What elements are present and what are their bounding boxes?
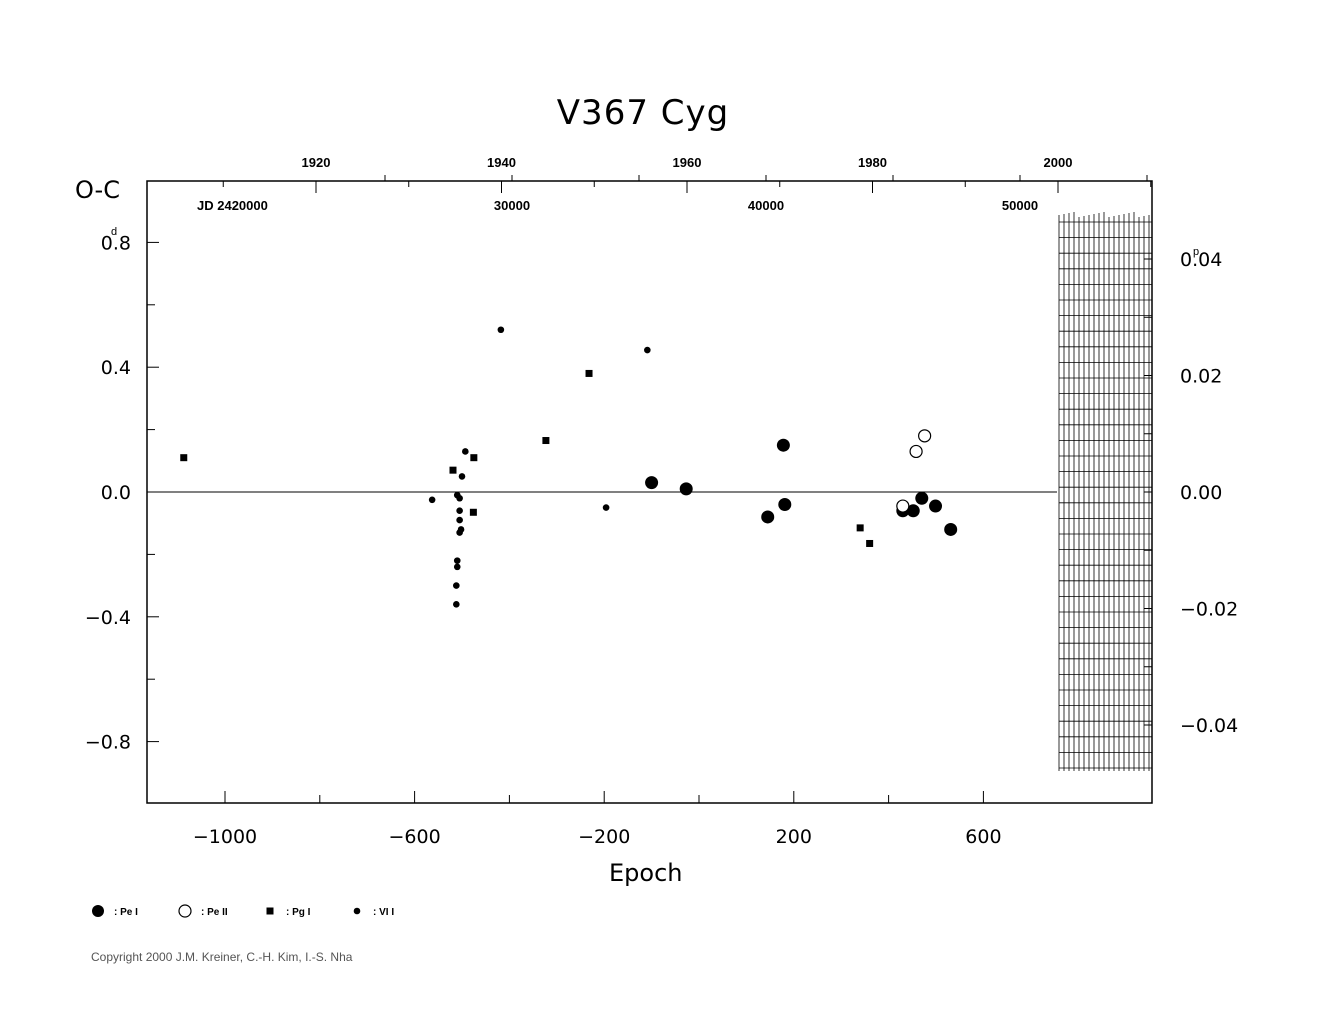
data-point bbox=[856, 524, 864, 532]
legend-label: : Pg I bbox=[286, 907, 311, 918]
legend-marker bbox=[353, 907, 361, 915]
data-point bbox=[462, 448, 469, 455]
x-tick-label: 600 bbox=[965, 826, 1001, 848]
x-tick-label: −1000 bbox=[193, 826, 257, 848]
y-tick-label-left: 0.0 bbox=[101, 482, 131, 504]
y-axis-label: O-C bbox=[75, 176, 120, 204]
data-point bbox=[929, 499, 943, 513]
data-point bbox=[918, 429, 932, 443]
year-tick-label: 1940 bbox=[487, 155, 516, 170]
data-point bbox=[470, 454, 478, 462]
left-unit-label: d bbox=[111, 226, 117, 238]
y-tick-label-left: 0.4 bbox=[101, 357, 131, 379]
data-point bbox=[453, 557, 461, 564]
data-point bbox=[456, 507, 463, 515]
data-point bbox=[645, 476, 659, 490]
data-point bbox=[453, 582, 460, 589]
jd-tick-label: 50000 bbox=[1002, 198, 1038, 213]
data-point bbox=[909, 444, 923, 459]
copyright-text: Copyright 2000 J.M. Kreiner, C.-H. Kim, … bbox=[91, 950, 353, 964]
y-tick-label-right: −0.02 bbox=[1180, 599, 1238, 621]
data-point bbox=[453, 601, 460, 608]
jd-tick-label: 30000 bbox=[494, 198, 530, 213]
year-tick-label: 1920 bbox=[302, 155, 331, 170]
data-point bbox=[456, 516, 463, 524]
y-tick-label-left: −0.4 bbox=[85, 607, 131, 629]
x-tick-label: −600 bbox=[389, 826, 441, 848]
y-tick-label-left: 0.8 bbox=[101, 232, 131, 254]
data-point bbox=[542, 437, 550, 445]
y-tick-label-left: −0.8 bbox=[85, 732, 131, 754]
legend-label: : Pe II bbox=[201, 907, 228, 918]
axis-ticks bbox=[147, 175, 1152, 803]
data-point bbox=[585, 369, 593, 377]
year-tick-label: 1960 bbox=[673, 155, 702, 170]
data-point bbox=[180, 454, 188, 462]
y-tick-label-right: 0.00 bbox=[1180, 482, 1222, 504]
data-point bbox=[778, 497, 792, 511]
hatched-region bbox=[1058, 212, 1152, 771]
x-tick-label: −200 bbox=[578, 826, 630, 848]
data-point bbox=[449, 466, 457, 474]
data-point bbox=[469, 508, 477, 516]
axis-tick-labels: −1000 −600 −200 200 600 0.8 0.4 0.0 −0.4 −0.8 0.04… bbox=[85, 155, 1238, 848]
y-tick-label-right: −0.04 bbox=[1180, 715, 1238, 737]
data-point bbox=[776, 438, 790, 452]
x-axis-label: Epoch bbox=[609, 859, 683, 887]
data-points bbox=[180, 326, 958, 608]
data-point bbox=[457, 526, 465, 533]
data-point bbox=[866, 539, 874, 547]
data-point bbox=[896, 499, 910, 513]
data-point bbox=[458, 473, 466, 480]
legend-marker bbox=[92, 905, 104, 917]
legend: : Pe I : Pe II : Pg I : VI I bbox=[92, 904, 394, 918]
data-point bbox=[602, 504, 610, 511]
y-tick-label-right: 0.04 bbox=[1180, 249, 1222, 271]
legend-label: : Pe I bbox=[114, 907, 138, 918]
legend-marker bbox=[178, 904, 192, 918]
year-tick-label: 2000 bbox=[1044, 155, 1073, 170]
data-point bbox=[906, 504, 920, 518]
jd-tick-label: 40000 bbox=[748, 198, 784, 213]
legend-label: : VI I bbox=[373, 907, 394, 918]
data-point bbox=[944, 522, 958, 536]
x-tick-label: 200 bbox=[776, 826, 812, 848]
chart-title: V367 Cyg bbox=[557, 93, 729, 133]
right-unit-label: p bbox=[1193, 246, 1199, 258]
legend-marker bbox=[266, 907, 274, 915]
data-point bbox=[497, 326, 505, 334]
y-tick-label-right: 0.02 bbox=[1180, 366, 1222, 388]
data-point bbox=[453, 563, 461, 571]
year-tick-label: 1980 bbox=[858, 155, 887, 170]
data-point bbox=[761, 510, 775, 524]
data-point bbox=[915, 491, 929, 505]
jd-prefix-label: JD 2420000 bbox=[197, 198, 268, 213]
data-point bbox=[428, 496, 436, 504]
data-point bbox=[679, 482, 693, 496]
data-point bbox=[644, 346, 651, 354]
data-point bbox=[456, 494, 463, 502]
